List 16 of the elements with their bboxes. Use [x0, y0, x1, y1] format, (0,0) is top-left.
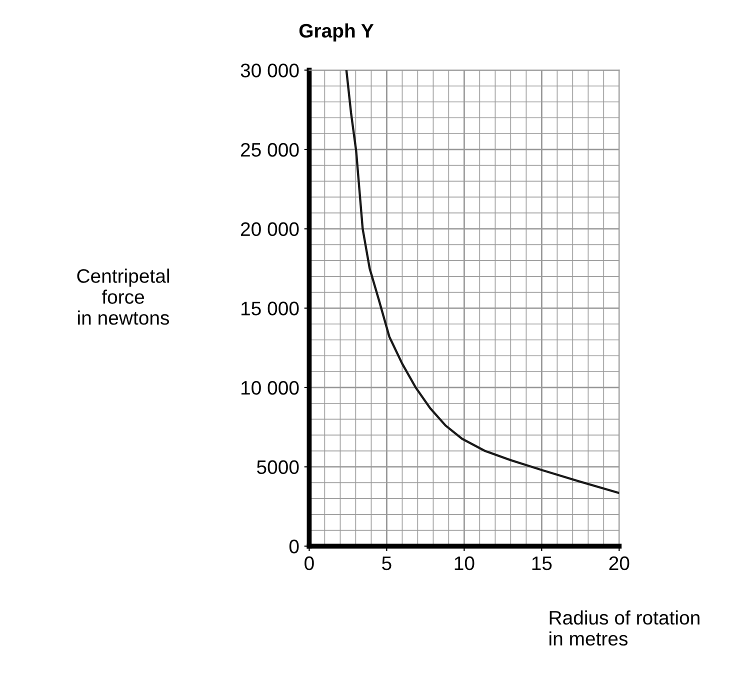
y-tick-label: 10 000 [242, 380, 299, 395]
x-tick-label: 20 [609, 556, 630, 570]
x-tick-label: 0 [304, 556, 314, 570]
y-tick-label: 0 [289, 540, 299, 554]
y-tick-label: 15 000 [242, 302, 299, 316]
x-tick-label: 10 [454, 556, 474, 570]
x-tick-label: 5 [382, 556, 392, 570]
y-tick-label: 5000 [257, 460, 299, 474]
x-axis-title: Radius of rotation in metres [550, 610, 700, 646]
x-tick-label: 15 [532, 556, 552, 570]
y-tick-label: 25 000 [241, 142, 299, 157]
y-tick-label: 20 000 [241, 222, 299, 236]
y-tick-label: 30 000 [240, 64, 299, 78]
y-axis-title: Centripetal force in newtons [77, 268, 170, 325]
chart-title: Graph Y [299, 23, 374, 42]
line-series [345, 70, 620, 494]
